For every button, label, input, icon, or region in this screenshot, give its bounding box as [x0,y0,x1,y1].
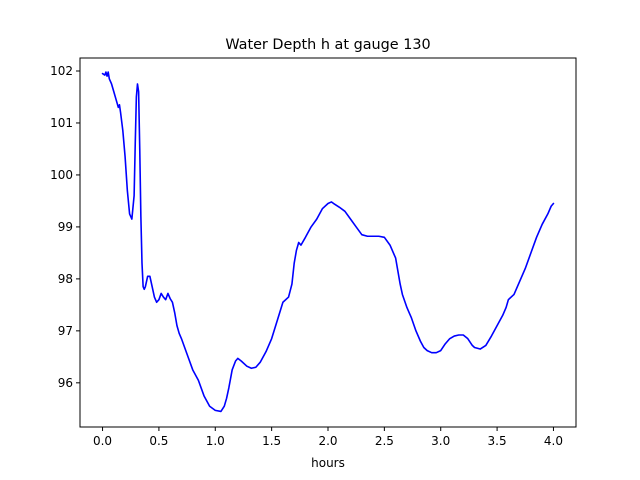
y-tick-label: 100 [50,168,73,182]
y-tick-label: 102 [50,64,73,78]
plot-frame [79,57,577,428]
y-tick-label: 96 [58,376,73,390]
y-tick-label: 98 [58,272,73,286]
x-tick-label: 3.0 [431,434,450,448]
x-axis: 0.0 0.5 1.0 1.5 2.0 2.5 3.0 3.5 4.0 [93,427,563,448]
x-tick-label: 0.5 [149,434,168,448]
x-tick-label: 1.5 [262,434,281,448]
x-tick-label: 1.0 [206,434,225,448]
plot-area [79,57,577,428]
y-tick-label: 97 [58,324,73,338]
y-axis: 96 97 98 99 100 101 102 [50,64,80,390]
series-line [101,71,555,413]
x-axis-label: hours [311,456,345,470]
y-tick-label: 101 [50,116,73,130]
x-tick-label: 2.5 [375,434,394,448]
x-tick-label: 2.0 [318,434,337,448]
y-tick-label: 99 [58,220,73,234]
x-tick-label: 3.5 [488,434,507,448]
x-tick-label: 4.0 [544,434,563,448]
chart-title: Water Depth h at gauge 130 [225,37,430,53]
x-tick-label: 0.0 [93,434,112,448]
